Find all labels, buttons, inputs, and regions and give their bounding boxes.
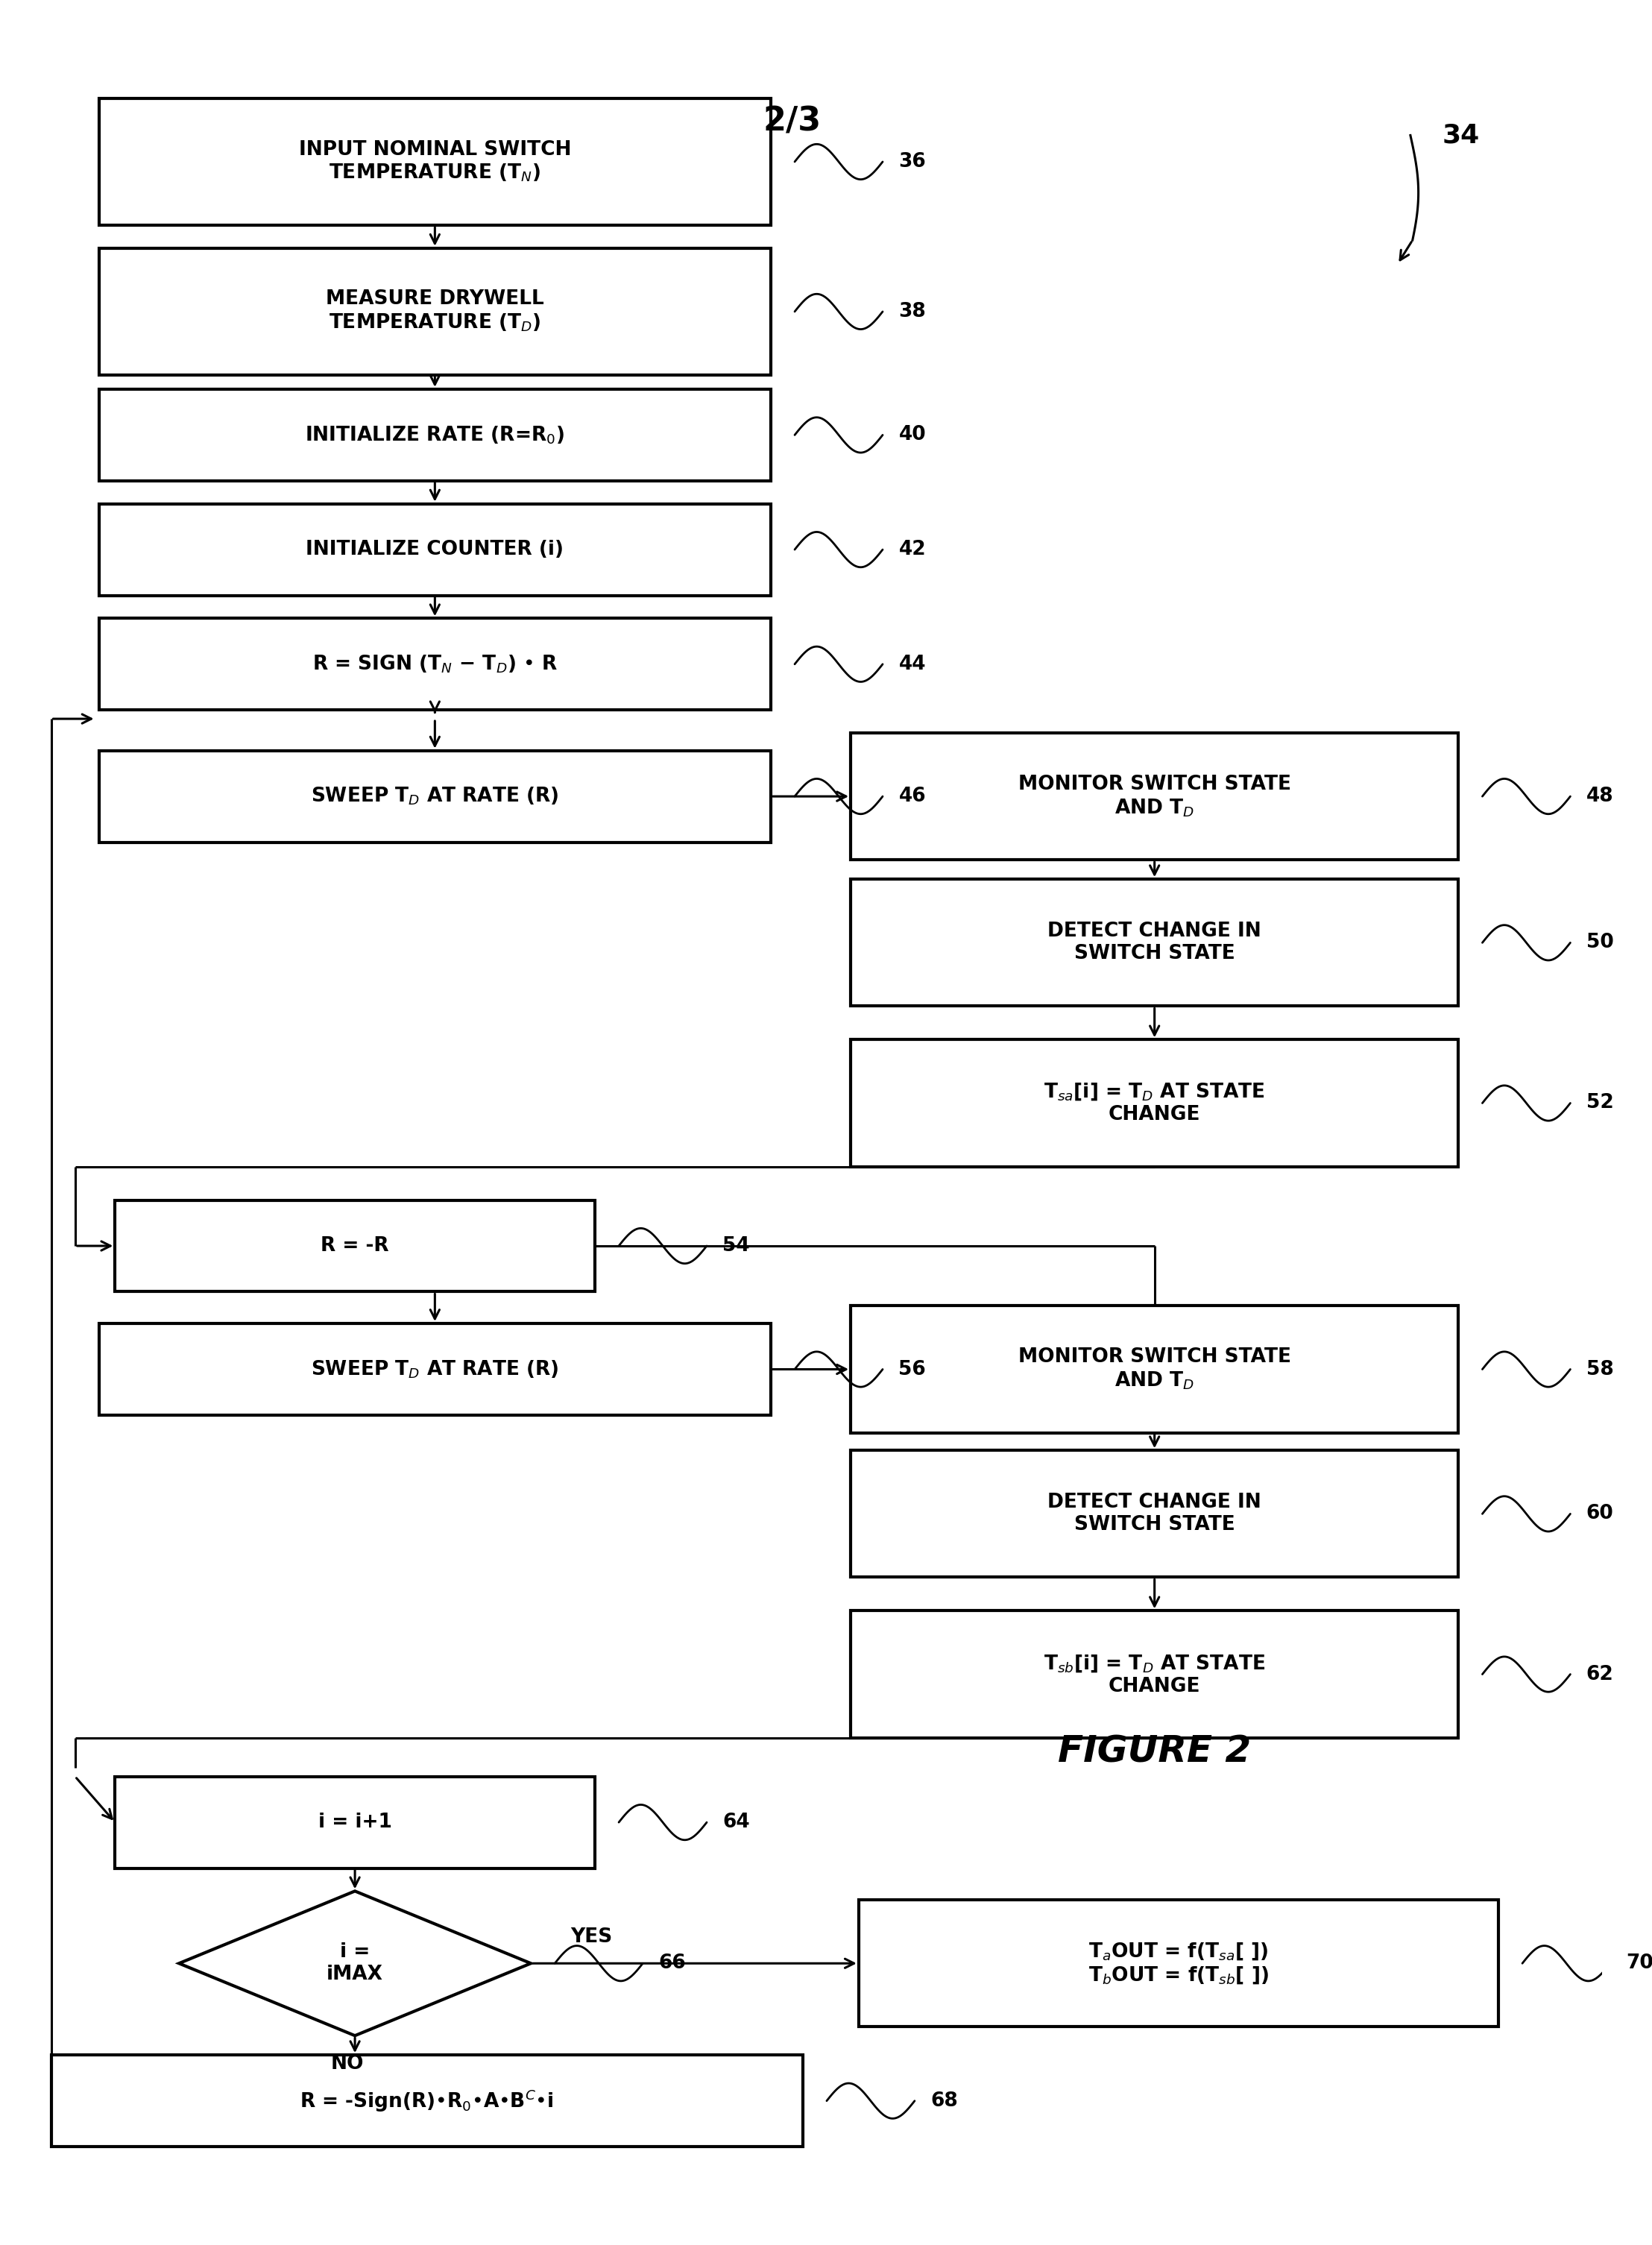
Text: 50: 50	[1586, 934, 1614, 952]
Text: 56: 56	[899, 1360, 927, 1378]
Polygon shape	[178, 1890, 530, 2036]
FancyBboxPatch shape	[859, 1899, 1498, 2027]
Text: R = -R: R = -R	[320, 1237, 390, 1255]
FancyBboxPatch shape	[51, 2054, 803, 2146]
FancyBboxPatch shape	[99, 750, 771, 842]
Text: 60: 60	[1586, 1504, 1614, 1524]
Text: R = -Sign(R)•R$_0$•A•B$^C$•i: R = -Sign(R)•R$_0$•A•B$^C$•i	[301, 2088, 553, 2115]
FancyBboxPatch shape	[851, 732, 1459, 860]
Text: T$_{sb}$[i] = T$_D$ AT STATE
CHANGE: T$_{sb}$[i] = T$_D$ AT STATE CHANGE	[1044, 1652, 1265, 1695]
FancyBboxPatch shape	[851, 880, 1459, 1006]
Text: INITIALIZE COUNTER (i): INITIALIZE COUNTER (i)	[306, 539, 563, 559]
FancyBboxPatch shape	[851, 1450, 1459, 1578]
Text: 38: 38	[899, 301, 927, 321]
Text: DETECT CHANGE IN
SWITCH STATE: DETECT CHANGE IN SWITCH STATE	[1047, 923, 1262, 963]
Text: FIGURE 2: FIGURE 2	[1057, 1733, 1251, 1769]
Text: 62: 62	[1586, 1664, 1614, 1684]
Text: SWEEP T$_D$ AT RATE (R): SWEEP T$_D$ AT RATE (R)	[311, 786, 558, 806]
Text: 64: 64	[722, 1812, 750, 1832]
FancyBboxPatch shape	[851, 1612, 1459, 1738]
Text: 58: 58	[1586, 1360, 1614, 1378]
Text: 54: 54	[722, 1237, 750, 1255]
Text: i =
iMAX: i = iMAX	[327, 1942, 383, 1985]
FancyBboxPatch shape	[99, 617, 771, 709]
Text: i = i+1: i = i+1	[319, 1812, 392, 1832]
Text: R = SIGN (T$_N$ − T$_D$) • R: R = SIGN (T$_N$ − T$_D$) • R	[312, 653, 557, 676]
Text: 48: 48	[1586, 786, 1614, 806]
FancyBboxPatch shape	[99, 388, 771, 480]
FancyBboxPatch shape	[99, 503, 771, 595]
Text: T$_{sa}$[i] = T$_D$ AT STATE
CHANGE: T$_{sa}$[i] = T$_D$ AT STATE CHANGE	[1044, 1082, 1265, 1125]
FancyBboxPatch shape	[116, 1201, 595, 1291]
FancyBboxPatch shape	[99, 99, 771, 225]
Text: 66: 66	[659, 1953, 686, 1973]
Text: 46: 46	[899, 786, 927, 806]
Text: YES: YES	[572, 1926, 613, 1946]
FancyBboxPatch shape	[851, 1039, 1459, 1167]
Text: 34: 34	[1442, 123, 1480, 148]
Text: 52: 52	[1586, 1093, 1614, 1114]
FancyBboxPatch shape	[851, 1307, 1459, 1432]
FancyBboxPatch shape	[99, 1325, 771, 1414]
Text: 36: 36	[899, 153, 927, 171]
Text: INPUT NOMINAL SWITCH
TEMPERATURE (T$_N$): INPUT NOMINAL SWITCH TEMPERATURE (T$_N$)	[299, 139, 572, 184]
Text: INITIALIZE RATE (R=R$_0$): INITIALIZE RATE (R=R$_0$)	[306, 424, 565, 445]
FancyBboxPatch shape	[116, 1776, 595, 1868]
Text: MONITOR SWITCH STATE
AND T$_D$: MONITOR SWITCH STATE AND T$_D$	[1018, 1347, 1290, 1392]
Text: 70: 70	[1626, 1953, 1652, 1973]
Text: DETECT CHANGE IN
SWITCH STATE: DETECT CHANGE IN SWITCH STATE	[1047, 1493, 1262, 1536]
FancyBboxPatch shape	[99, 249, 771, 375]
Text: MONITOR SWITCH STATE
AND T$_D$: MONITOR SWITCH STATE AND T$_D$	[1018, 775, 1290, 819]
Text: SWEEP T$_D$ AT RATE (R): SWEEP T$_D$ AT RATE (R)	[311, 1358, 558, 1381]
Text: 68: 68	[930, 2090, 958, 2110]
Text: T$_a$OUT = f(T$_{sa}$[ ])
T$_b$OUT = f(T$_{sb}$[ ]): T$_a$OUT = f(T$_{sa}$[ ]) T$_b$OUT = f(T…	[1089, 1942, 1269, 1987]
Text: NO: NO	[330, 2054, 363, 2074]
Text: 40: 40	[899, 424, 927, 445]
Text: 42: 42	[899, 539, 927, 559]
Text: 44: 44	[899, 656, 925, 674]
Text: MEASURE DRYWELL
TEMPERATURE (T$_D$): MEASURE DRYWELL TEMPERATURE (T$_D$)	[325, 290, 544, 335]
Text: 2/3: 2/3	[763, 106, 821, 137]
